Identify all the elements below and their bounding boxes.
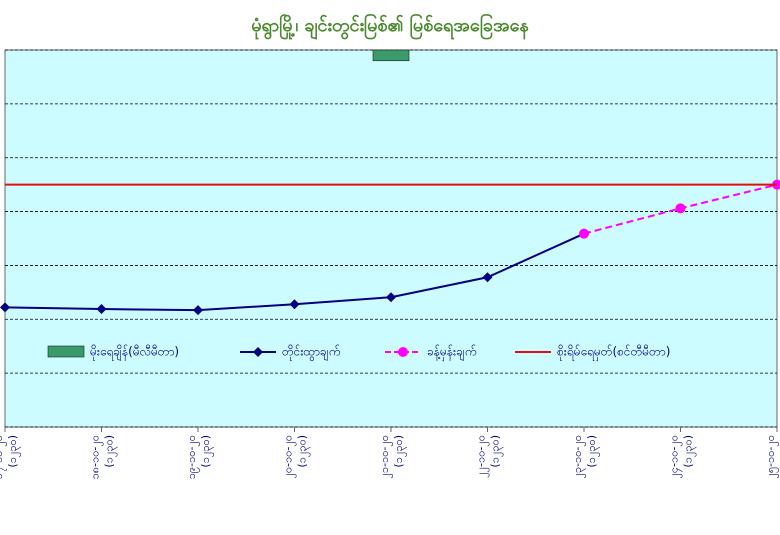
x-tick-time: (၁၂၃၀) — [199, 435, 214, 468]
marker — [289, 299, 300, 310]
x-tick-time: (၁၂၃၀) — [103, 435, 118, 468]
marker — [193, 305, 203, 316]
x-tick-time: (၁၂၃၀) — [585, 435, 600, 468]
legend-label: ခန့်မှန်းချက် — [427, 344, 476, 362]
x-tick-label: ၁၉-၁၀-၂၀ — [185, 435, 200, 479]
legend-label: စိုးရိမ်ရေမှတ်(စင်တီမီတာ) — [557, 344, 670, 362]
plot-area — [4, 49, 778, 428]
x-tick-label: ၂၄-၁၀-၂၀ — [668, 435, 683, 479]
legend: မိုးရေချိန်(မီလီမီတာ) တိုင်းထွာချက် ခန့်မှ… — [47, 344, 670, 362]
marker — [386, 292, 396, 303]
x-tick-time: (၁၂၃၀) — [778, 435, 780, 468]
x-tick-time: (၁၂၃၀) — [6, 435, 21, 468]
x-tick-time: (၁၂၃၀) — [296, 435, 311, 468]
legend-swatch — [47, 345, 85, 358]
marker — [0, 302, 10, 313]
x-tick-label: ၂၀-၁၀-၂၀ — [282, 435, 297, 479]
x-tick-time: (၁၂၃၀) — [489, 435, 504, 468]
x-tick-label: ၂၂-၁၀-၂၀ — [475, 435, 490, 478]
legend-label: မိုးရေချိန်(မီလီမီတာ) — [90, 344, 179, 362]
marker — [482, 272, 493, 283]
x-tick-time: (၁၂၃၀) — [392, 435, 407, 468]
marker — [579, 228, 589, 239]
x-tick-label: ၂၃-၁၀-၂၀ — [571, 435, 586, 479]
x-tick-label: ၁၇-၁၀-၂၀ — [0, 435, 7, 479]
x-tick-time: (၁၂၃၀) — [682, 435, 697, 468]
bar — [372, 49, 410, 62]
x-tick-label: ၂၅-၁၀-၂၀ — [764, 435, 779, 479]
legend-label: တိုင်းထွာချက် — [282, 344, 340, 362]
marker — [96, 304, 107, 315]
legend-marker — [253, 347, 263, 357]
chart-title: မုံရွာမြို့၊ ချင်းတွင်းမြစ်၏ မြစ်ရေအခြေအ… — [251, 13, 529, 40]
marker — [675, 203, 686, 214]
x-tick-label: ၂၁-၁၀-၂၀ — [378, 435, 393, 479]
legend-marker — [398, 347, 408, 357]
x-tick-label: ၁၈-၁၀-၂၀ — [89, 435, 104, 479]
